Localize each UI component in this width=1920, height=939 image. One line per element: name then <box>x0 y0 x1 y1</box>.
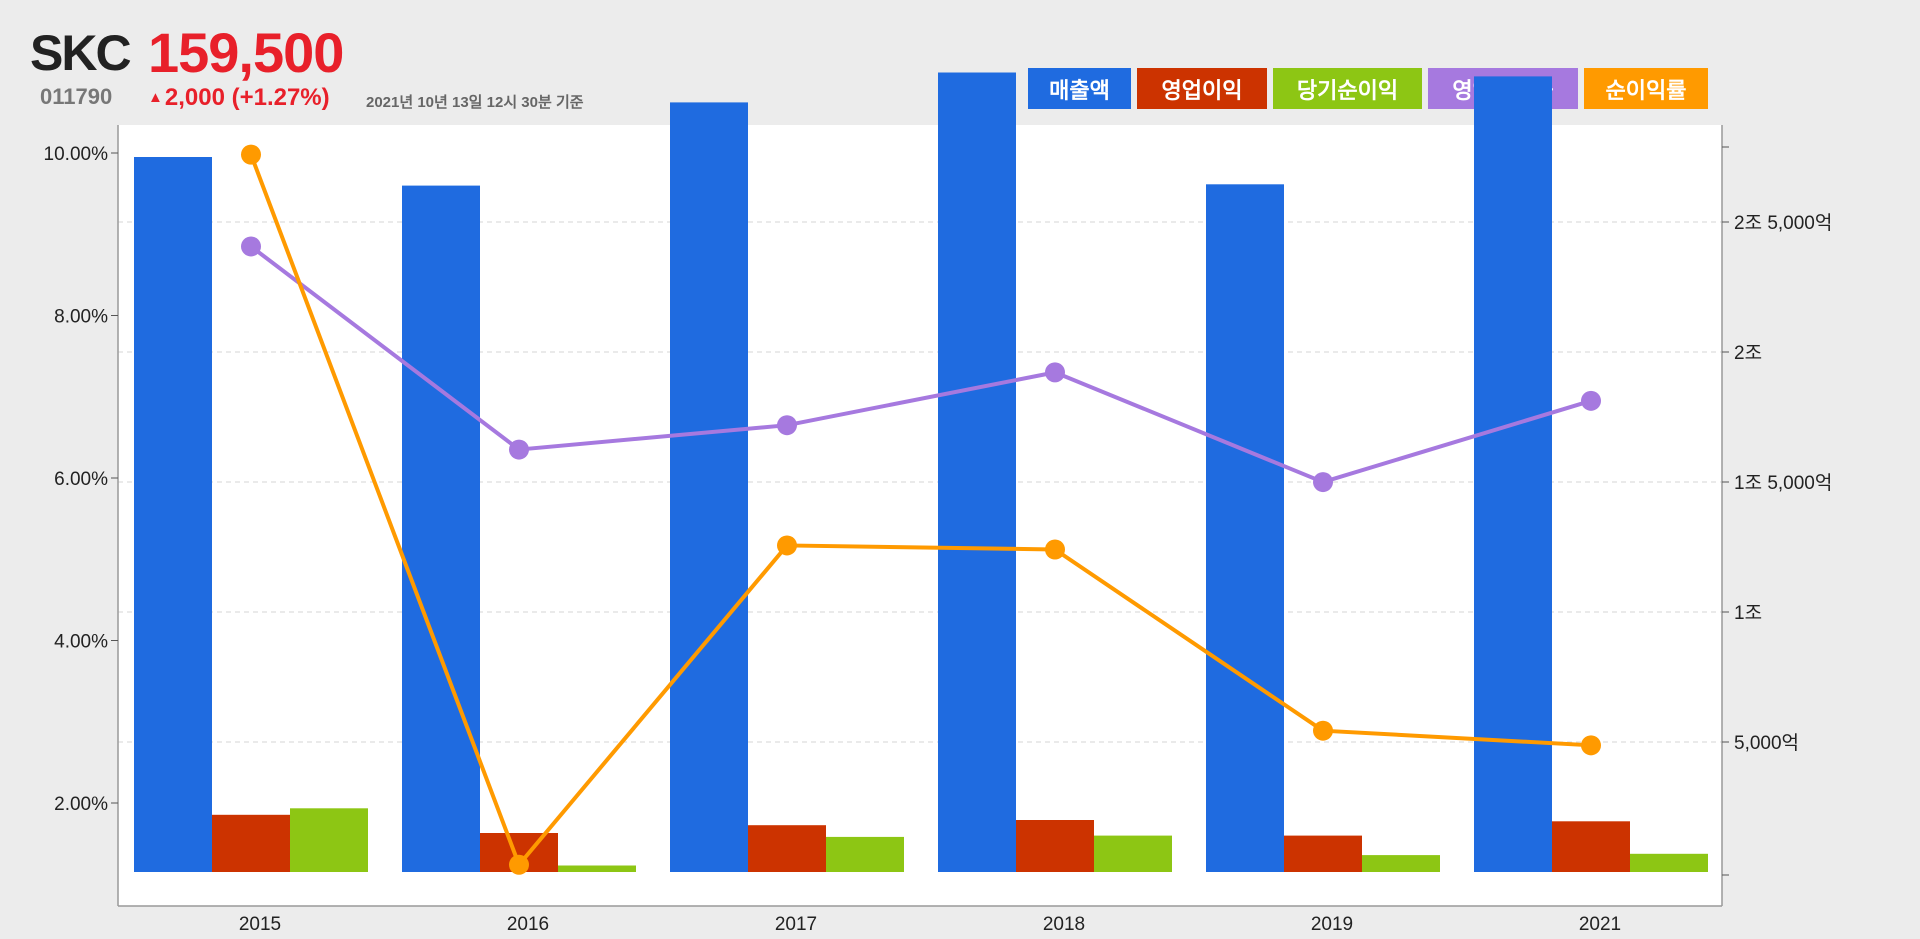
right-tick-label: 1조 <box>1734 603 1762 624</box>
bar <box>1016 820 1094 872</box>
stock-price: 159,500 <box>148 21 344 84</box>
bar <box>134 157 212 872</box>
bar <box>1094 835 1172 872</box>
line-point <box>241 236 261 257</box>
up-triangle-icon: ▲ <box>148 89 163 106</box>
bar <box>748 825 826 872</box>
right-tick-label: 5,000억 <box>1734 732 1799 754</box>
bar <box>1284 835 1362 872</box>
legend-item[interactable]: 영업이익 <box>1137 68 1267 109</box>
right-tick-label: 2조 <box>1734 343 1762 364</box>
bar <box>402 185 480 873</box>
line-point <box>509 854 529 875</box>
bar <box>1474 76 1552 872</box>
bar <box>1362 855 1440 872</box>
legend-item[interactable]: 당기순이익 <box>1273 68 1422 109</box>
legend-item[interactable]: 매출액 <box>1028 68 1131 109</box>
line-point <box>1313 472 1333 493</box>
left-tick-label: 10.00% <box>44 144 109 165</box>
line-point <box>509 439 529 460</box>
price-change: ▲2,000 (+1.27%) <box>148 84 330 112</box>
line-point <box>1581 390 1601 411</box>
left-tick-label: 8.00% <box>54 307 108 328</box>
left-tick-label: 6.00% <box>54 469 108 490</box>
line-point <box>1045 362 1065 383</box>
line-point <box>1313 720 1333 741</box>
series-line <box>249 244 1592 485</box>
price-change-value: 2,000 (+1.27%) <box>164 84 330 111</box>
bar <box>1630 853 1708 872</box>
line-point <box>777 535 797 556</box>
line-point <box>241 144 261 165</box>
bar <box>212 814 290 872</box>
bar <box>558 865 636 872</box>
left-tick-label: 4.00% <box>54 632 108 653</box>
x-tick-label: 2019 <box>1311 914 1353 935</box>
as-of-timestamp: 2021년 10년 13일 12시 30분 기준 <box>366 94 584 111</box>
right-tick-label: 2조 5,000억 <box>1734 212 1832 234</box>
bar <box>1206 184 1284 873</box>
x-tick-label: 2017 <box>775 914 817 935</box>
line-point <box>1581 735 1601 756</box>
line-point <box>777 415 797 436</box>
stock-code: 011790 <box>40 84 113 109</box>
left-tick-label: 2.00% <box>54 794 108 815</box>
stock-name: SKC <box>30 25 132 81</box>
bar <box>1552 821 1630 872</box>
x-tick-label: 2016 <box>507 914 549 935</box>
x-tick-label: 2018 <box>1043 914 1085 935</box>
series-line <box>249 153 1592 867</box>
legend-item[interactable]: 순이익률 <box>1584 68 1708 109</box>
right-tick-label: 1조 5,000억 <box>1734 472 1832 494</box>
line-point <box>1045 539 1065 560</box>
bar <box>938 72 1016 872</box>
x-tick-label: 2021 <box>1579 914 1621 935</box>
bar <box>290 808 368 872</box>
x-tick-label: 2015 <box>239 914 281 935</box>
bar <box>826 836 904 872</box>
bar <box>670 102 748 872</box>
